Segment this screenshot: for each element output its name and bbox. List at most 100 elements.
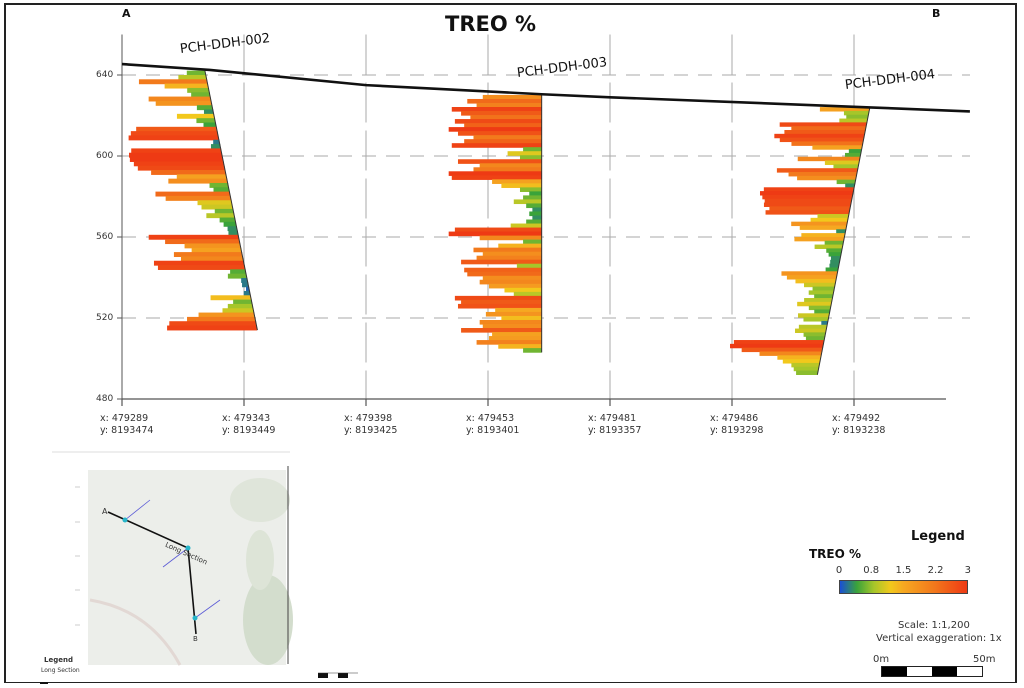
assay-bar [799, 225, 847, 230]
assay-bar [814, 309, 830, 314]
assay-bar [130, 131, 218, 137]
assay-bar [133, 161, 224, 167]
station-x: x: 479481 [588, 413, 637, 424]
assay-bar [844, 152, 861, 158]
assay-bar [242, 282, 249, 288]
assay-bar [833, 164, 859, 169]
assay-bar [488, 336, 542, 341]
assay-bar [848, 149, 862, 154]
legend-tick-label: 2.2 [927, 565, 944, 576]
assay-bar [470, 115, 542, 120]
assay-bar [791, 221, 848, 227]
assay-bar [501, 315, 542, 321]
assay-bar [153, 260, 244, 266]
assay-bar [762, 194, 853, 200]
assay-bar [476, 255, 542, 261]
assay-bar [473, 135, 542, 140]
assay-bar [498, 243, 542, 249]
assay-bar [826, 248, 842, 253]
assay-bar [473, 247, 542, 253]
assay-bar [137, 165, 225, 171]
assay-bar [451, 107, 542, 112]
assay-bar [187, 87, 209, 93]
x-station-label: x: 479481 y: 8193357 [588, 413, 641, 437]
assay-bar [457, 303, 542, 309]
assay-bar [203, 122, 216, 128]
station-y: y: 8193401 [466, 425, 520, 436]
assay-bar [814, 244, 843, 249]
assay-bar [824, 240, 844, 246]
assay-bar [836, 229, 846, 234]
assay-bar [197, 200, 232, 206]
station-y: y: 8193474 [100, 425, 154, 436]
assay-bar [779, 137, 864, 143]
assay-bar [482, 94, 542, 100]
ground-surface-line [121, 62, 970, 113]
assay-bar [451, 143, 542, 148]
assay-bar [246, 286, 250, 292]
assay-bar [176, 174, 227, 180]
station-x: x: 479343 [222, 413, 271, 424]
assay-bar [759, 191, 853, 196]
assay-bar [464, 267, 542, 273]
assay-bar [138, 79, 208, 85]
assay-bar [148, 234, 239, 240]
assay-bar [173, 252, 243, 258]
assay-bar [797, 301, 832, 307]
assay-bar [187, 316, 256, 322]
assay-bar [454, 227, 542, 233]
y-tick-label: 520 [96, 313, 114, 323]
assay-bar [164, 83, 209, 89]
assay-bar [210, 144, 221, 150]
assay-bar [128, 135, 219, 141]
assay-bar [155, 100, 212, 106]
assay-bar [476, 102, 542, 108]
assay-bar [176, 113, 215, 119]
assay-bar [243, 290, 250, 296]
assay-bar [479, 163, 542, 168]
assay-bar [448, 231, 542, 237]
x-station-label: x: 479453 y: 8193401 [466, 413, 519, 437]
inset-legend-item: Long Section [41, 667, 80, 674]
assay-bar [777, 355, 821, 360]
assay-bar [155, 191, 230, 197]
y-tick-label: 480 [96, 394, 114, 404]
assay-bar [779, 122, 867, 127]
assay-bar [523, 348, 542, 353]
assay-bar [791, 126, 866, 131]
station-y: y: 8193238 [832, 425, 886, 436]
assay-bar [782, 359, 821, 364]
assay-bar [798, 313, 830, 318]
assay-bar [532, 215, 542, 221]
assay-bar [461, 259, 542, 265]
assay-bar [227, 303, 253, 309]
assay-bar [797, 175, 856, 181]
assay-bar [467, 98, 542, 104]
assay-bar [776, 168, 858, 173]
assay-bar [479, 279, 542, 285]
assay-bar [774, 133, 865, 139]
assay-bar [228, 230, 238, 236]
assay-bar [186, 70, 206, 76]
assay-bar [821, 320, 828, 326]
assay-bar [495, 307, 542, 313]
legend-variable: TREO % [809, 547, 862, 561]
assay-bar [165, 239, 240, 245]
assay-bar [492, 179, 542, 184]
assay-bar [482, 275, 542, 281]
assay-bar [501, 183, 542, 188]
section-start-label: A [122, 7, 131, 20]
assay-bar [784, 130, 865, 135]
station-x: x: 479492 [832, 413, 881, 424]
assay-bar [812, 286, 835, 291]
assay-bar [201, 204, 233, 210]
station-x: x: 479486 [710, 413, 759, 424]
assay-bar [781, 271, 838, 276]
assay-bar [191, 247, 242, 253]
assay-bar [769, 206, 851, 211]
assay-bar [233, 299, 252, 305]
assay-bar [213, 187, 230, 193]
inset-point-a: A [102, 507, 108, 516]
assay-bar [797, 156, 860, 162]
